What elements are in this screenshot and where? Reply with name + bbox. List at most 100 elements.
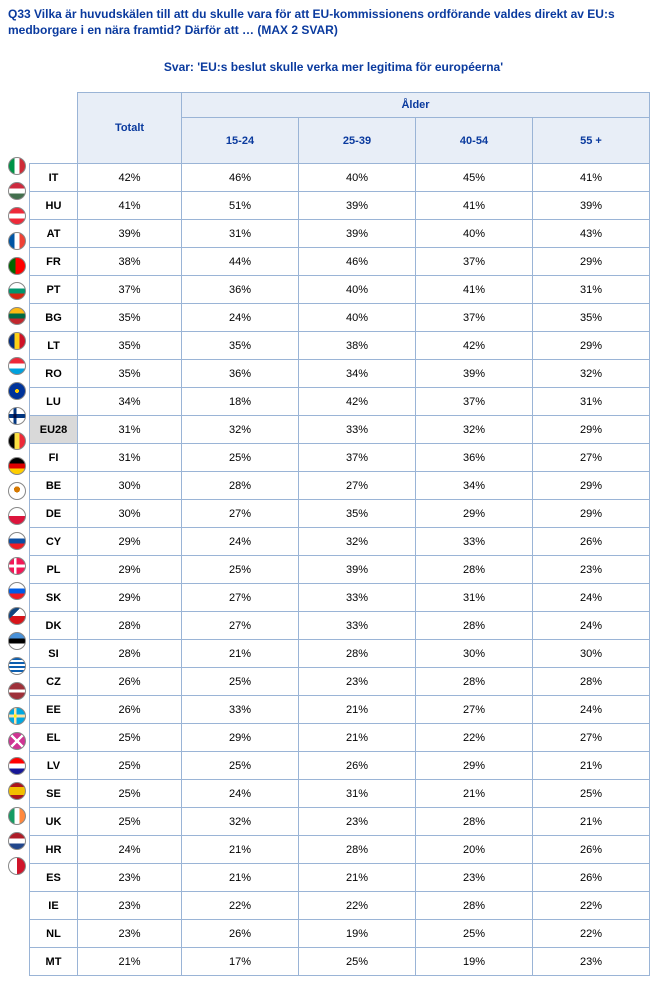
cell-value: 22% — [299, 892, 416, 920]
cell-value: 17% — [182, 948, 299, 976]
cell-value: 31% — [78, 444, 182, 472]
cell-value: 24% — [78, 836, 182, 864]
table-row: ES23%21%21%23%26% — [30, 864, 650, 892]
cell-value: 21% — [78, 948, 182, 976]
cell-value: 33% — [299, 584, 416, 612]
table-row: IE23%22%22%28%22% — [30, 892, 650, 920]
header-age: Ålder — [182, 93, 650, 118]
flag-lu — [8, 357, 26, 375]
cell-value: 35% — [78, 332, 182, 360]
table-row: PL29%25%39%28%23% — [30, 556, 650, 584]
cell-value: 32% — [299, 528, 416, 556]
cell-value: 39% — [299, 556, 416, 584]
cell-value: 34% — [78, 388, 182, 416]
cell-value: 36% — [416, 444, 533, 472]
cell-value: 27% — [182, 500, 299, 528]
cell-value: 19% — [416, 948, 533, 976]
flag-it — [8, 157, 26, 175]
table-row: FI31%25%37%36%27% — [30, 444, 650, 472]
flag-cz — [8, 607, 26, 625]
country-code: AT — [30, 220, 78, 248]
country-code: SK — [30, 584, 78, 612]
cell-value: 37% — [416, 248, 533, 276]
cell-value: 26% — [533, 836, 650, 864]
country-code: HU — [30, 192, 78, 220]
cell-value: 30% — [416, 640, 533, 668]
cell-value: 26% — [182, 920, 299, 948]
country-code: BE — [30, 472, 78, 500]
cell-value: 29% — [533, 416, 650, 444]
cell-value: 21% — [182, 640, 299, 668]
cell-value: 28% — [299, 836, 416, 864]
cell-value: 46% — [299, 248, 416, 276]
cell-value: 46% — [182, 164, 299, 192]
question-text: Q33 Vilka är huvudskälen till att du sku… — [8, 6, 659, 38]
table-row: CZ26%25%23%28%28% — [30, 668, 650, 696]
table-row: SI28%21%28%30%30% — [30, 640, 650, 668]
country-code: IE — [30, 892, 78, 920]
cell-value: 35% — [78, 360, 182, 388]
cell-value: 34% — [416, 472, 533, 500]
cell-value: 35% — [78, 304, 182, 332]
cell-value: 31% — [78, 416, 182, 444]
cell-value: 37% — [416, 304, 533, 332]
flag-be — [8, 432, 26, 450]
table-row: UK25%32%23%28%21% — [30, 808, 650, 836]
cell-value: 22% — [533, 920, 650, 948]
flag-dk — [8, 557, 26, 575]
cell-value: 21% — [182, 836, 299, 864]
header-age-1: 25-39 — [299, 118, 416, 164]
country-code: PL — [30, 556, 78, 584]
header-age-3: 55 + — [533, 118, 650, 164]
flag-lt — [8, 307, 26, 325]
flag-eu28 — [8, 382, 26, 400]
cell-value: 41% — [416, 276, 533, 304]
country-code: CZ — [30, 668, 78, 696]
cell-value: 22% — [533, 892, 650, 920]
cell-value: 27% — [533, 724, 650, 752]
cell-value: 25% — [299, 948, 416, 976]
flag-hu — [8, 182, 26, 200]
cell-value: 25% — [416, 920, 533, 948]
cell-value: 31% — [416, 584, 533, 612]
cell-value: 35% — [182, 332, 299, 360]
country-code: MT — [30, 948, 78, 976]
country-code: BG — [30, 304, 78, 332]
cell-value: 43% — [533, 220, 650, 248]
data-table: Totalt Ålder 15-2425-3940-5455 + IT42%46… — [29, 92, 650, 976]
cell-value: 38% — [78, 248, 182, 276]
flag-at — [8, 207, 26, 225]
country-code: EU28 — [30, 416, 78, 444]
cell-value: 24% — [533, 612, 650, 640]
cell-value: 29% — [533, 500, 650, 528]
cell-value: 21% — [299, 724, 416, 752]
cell-value: 32% — [182, 416, 299, 444]
cell-value: 32% — [182, 808, 299, 836]
table-row: BE30%28%27%34%29% — [30, 472, 650, 500]
table-row: CY29%24%32%33%26% — [30, 528, 650, 556]
country-code: ES — [30, 864, 78, 892]
table-row: EU2831%32%33%32%29% — [30, 416, 650, 444]
country-code: UK — [30, 808, 78, 836]
cell-value: 32% — [533, 360, 650, 388]
cell-value: 25% — [78, 752, 182, 780]
flag-hr — [8, 757, 26, 775]
cell-value: 30% — [78, 500, 182, 528]
cell-value: 28% — [78, 640, 182, 668]
cell-value: 40% — [299, 304, 416, 332]
country-code: RO — [30, 360, 78, 388]
cell-value: 21% — [182, 864, 299, 892]
cell-value: 41% — [78, 192, 182, 220]
country-code: DE — [30, 500, 78, 528]
flag-fi — [8, 407, 26, 425]
cell-value: 28% — [416, 612, 533, 640]
cell-value: 39% — [416, 360, 533, 388]
cell-value: 29% — [416, 500, 533, 528]
cell-value: 40% — [416, 220, 533, 248]
table-row: MT21%17%25%19%23% — [30, 948, 650, 976]
cell-value: 21% — [533, 752, 650, 780]
cell-value: 28% — [416, 668, 533, 696]
country-code: EL — [30, 724, 78, 752]
cell-value: 24% — [182, 780, 299, 808]
table-row: IT42%46%40%45%41% — [30, 164, 650, 192]
